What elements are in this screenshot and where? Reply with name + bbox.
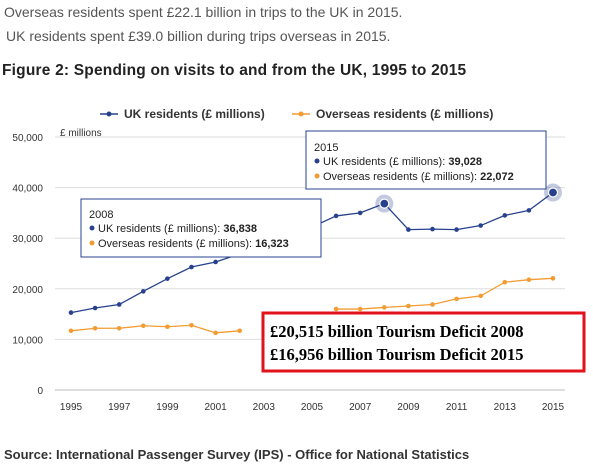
point-overseas-residents-millions-2011[interactable] (454, 296, 459, 302)
x-tick-label-1999: 1999 (156, 402, 179, 413)
x-tick-label-2015: 2015 (542, 402, 565, 413)
point-uk-residents-millions-2014[interactable] (526, 208, 532, 213)
tooltip-2015: 2015 UK residents (£ millions): 39,028 O… (305, 130, 547, 190)
point-uk-residents-millions-2006[interactable] (333, 213, 339, 219)
tooltip-2015-uk-label: UK residents (£ millions): (323, 156, 448, 168)
series-line-overseas-residents-millions (70, 277, 554, 334)
x-tick-label-2011: 2011 (446, 402, 468, 413)
x-tick-label-1995: 1995 (60, 402, 83, 413)
point-uk-residents-millions-2009[interactable] (406, 227, 411, 232)
y-axis-unit-label: £ millions (60, 128, 102, 139)
point-uk-residents-millions-1995[interactable] (68, 310, 74, 315)
point-overseas-residents-millions-1996[interactable] (92, 325, 98, 331)
point-uk-residents-millions-2000[interactable] (189, 264, 194, 270)
annotation-line-2015: £16,956 billion Tourism Deficit 2015 (270, 345, 523, 364)
x-tick-label-2013: 2013 (494, 402, 517, 413)
tooltip-2008: 2008 UK residents (£ millions): 36,838 O… (80, 198, 322, 258)
x-tick-label-2001: 2001 (204, 402, 227, 413)
point-uk-residents-millions-2007[interactable] (357, 210, 363, 216)
intro-line-2: UK residents spent £39.0 billion during … (6, 28, 391, 44)
x-tick-label-2005: 2005 (301, 402, 324, 413)
spending-line-chart: UK residents (£ millions) Overseas resid… (12, 107, 586, 413)
y-tick-label-0: 0 (37, 386, 43, 397)
legend-overseas-label: Overseas residents (£ millions) (316, 107, 493, 121)
x-tick-label-2009: 2009 (397, 402, 420, 413)
legend-item-uk[interactable]: UK residents (£ millions) (100, 107, 265, 121)
tooltip-2015-box (305, 130, 547, 190)
figure-title: Figure 2: Spending on visits to and from… (2, 62, 467, 79)
legend[interactable]: UK residents (£ millions) Overseas resid… (100, 107, 493, 121)
tooltip-2008-box (80, 198, 322, 258)
point-overseas-residents-millions-1997[interactable] (116, 325, 122, 331)
point-uk-residents-millions-2008[interactable] (382, 201, 387, 206)
y-tick-label-30000: 30,000 (12, 234, 43, 245)
point-uk-residents-millions-2010[interactable] (430, 226, 435, 232)
y-tick-label-10000: 10,000 (12, 335, 43, 346)
point-overseas-residents-millions-2006[interactable] (333, 306, 339, 312)
tooltip-2008-uk-value: 36,838 (223, 223, 257, 235)
point-overseas-residents-millions-2010[interactable] (430, 302, 435, 307)
point-overseas-residents-millions-2012[interactable] (478, 293, 484, 299)
x-tick-label-2007: 2007 (349, 402, 372, 413)
point-overseas-residents-millions-2013[interactable] (502, 279, 508, 285)
point-overseas-residents-millions-2000[interactable] (189, 322, 194, 328)
annotation-line-2008: £20,515 billion Tourism Deficit 2008 (270, 322, 523, 341)
point-uk-residents-millions-2013[interactable] (502, 213, 508, 218)
point-overseas-residents-millions-2009[interactable] (406, 303, 411, 309)
point-uk-residents-millions-1996[interactable] (92, 305, 98, 311)
point-overseas-residents-millions-2008[interactable] (382, 305, 387, 310)
y-tick-label-50000: 50,000 (12, 133, 43, 144)
point-overseas-residents-millions-1995[interactable] (68, 328, 74, 334)
legend-overseas-marker (298, 111, 304, 117)
tooltip-2015-overseas-row: Overseas residents (£ millions): 22,072 (323, 171, 514, 183)
point-uk-residents-millions-1998[interactable] (141, 289, 146, 294)
point-uk-residents-millions-1999[interactable] (165, 276, 170, 281)
tooltip-2015-uk-row: UK residents (£ millions): 39,028 (323, 156, 482, 168)
point-overseas-residents-millions-2014[interactable] (526, 277, 532, 282)
point-overseas-residents-millions-1999[interactable] (165, 324, 170, 330)
tooltip-2015-overseas-label: Overseas residents (£ millions): (323, 171, 480, 183)
tooltip-2008-uk-row: UK residents (£ millions): 36,838 (98, 223, 257, 235)
point-overseas-residents-millions-2001[interactable] (213, 330, 218, 336)
tooltip-2008-title: 2008 (89, 209, 113, 221)
source-note: Source: International Passenger Survey (… (4, 447, 470, 462)
point-overseas-residents-millions-2015[interactable] (550, 276, 556, 281)
x-tick-label-1997: 1997 (108, 402, 131, 413)
legend-uk-label: UK residents (£ millions) (124, 107, 265, 121)
y-tick-label-20000: 20,000 (12, 285, 43, 296)
y-tick-label-40000: 40,000 (12, 184, 43, 195)
point-uk-residents-millions-2001[interactable] (213, 259, 218, 265)
tourism-deficit-annotation: £20,515 billion Tourism Deficit 2008 £16… (261, 311, 586, 373)
tooltip-2008-uk-dot (89, 225, 95, 231)
tooltip-2008-overseas-row: Overseas residents (£ millions): 16,323 (98, 238, 289, 250)
tooltip-2015-uk-dot (314, 158, 320, 164)
tooltip-2008-uk-label: UK residents (£ millions): (98, 223, 223, 235)
tooltip-2015-uk-value: 39,028 (448, 156, 482, 168)
legend-item-overseas[interactable]: Overseas residents (£ millions) (292, 107, 493, 121)
tooltip-2008-overseas-label: Overseas residents (£ millions): (98, 238, 255, 250)
tooltip-2015-overseas-value: 22,072 (480, 171, 514, 183)
point-overseas-residents-millions-2002[interactable] (237, 328, 242, 334)
tooltip-2015-title: 2015 (314, 142, 338, 154)
x-tick-label-2003: 2003 (253, 402, 276, 413)
point-uk-residents-millions-2015[interactable] (550, 190, 556, 195)
tooltip-2015-overseas-dot (314, 173, 320, 179)
point-overseas-residents-millions-1998[interactable] (141, 323, 146, 329)
point-uk-residents-millions-1997[interactable] (116, 302, 122, 307)
point-uk-residents-millions-2011[interactable] (454, 227, 459, 232)
annotation-box (261, 311, 586, 373)
legend-uk-marker (106, 111, 112, 117)
tooltip-2008-overseas-value: 16,323 (255, 238, 289, 250)
x-tick-labels: 1995 1997 1999 2001 2003 2005 2007 2009 2011 2013… (60, 402, 565, 413)
point-overseas-residents-millions-2007[interactable] (357, 306, 363, 312)
point-uk-residents-millions-2012[interactable] (478, 223, 484, 228)
tooltip-2008-overseas-dot (89, 240, 95, 246)
intro-line-1: Overseas residents spent £22.1 billion i… (4, 4, 403, 20)
y-tick-labels: 0 10,000 20,000 30,000 40,000 50,000 (12, 133, 43, 397)
